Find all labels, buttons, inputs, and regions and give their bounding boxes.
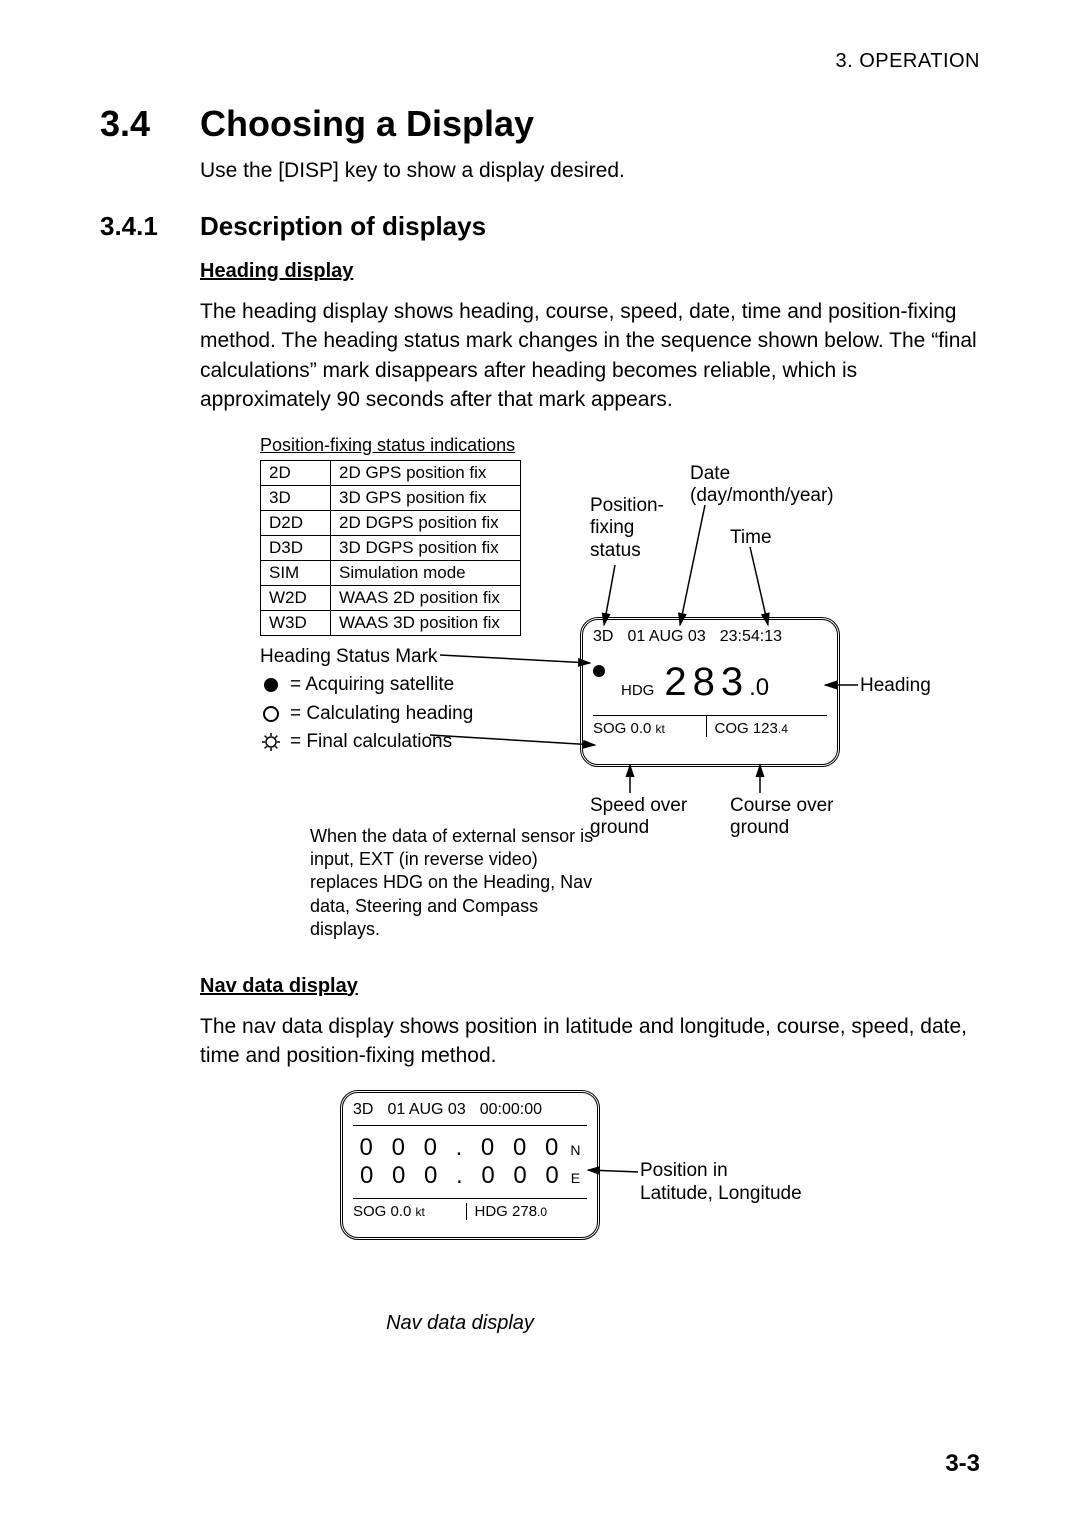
hdg-dec: .0	[749, 674, 769, 701]
heading-display-para: The heading display shows heading, cours…	[200, 297, 980, 415]
status-code: W3D	[261, 610, 331, 635]
hdg-value: 283	[664, 660, 749, 704]
nav-display-figure: 3D 01 AUG 03 00:00:00 0 0 0 . 0 0 0 N 0 0…	[340, 1090, 980, 1300]
nav-hdg-label: HDG	[475, 1203, 508, 1220]
legend-item: = Final calculations	[260, 728, 473, 757]
table-row: 2D2D GPS position fix	[261, 460, 521, 485]
status-code: 2D	[261, 460, 331, 485]
nav-hdg-value: 278	[512, 1203, 537, 1220]
lon-hem: E	[571, 1170, 580, 1186]
nav-display-para: The nav data display shows position in l…	[200, 1012, 980, 1071]
cog-dec: .4	[778, 722, 788, 736]
status-desc: 3D GPS position fix	[331, 485, 521, 510]
status-desc: 2D DGPS position fix	[331, 510, 521, 535]
status-desc: WAAS 2D position fix	[331, 585, 521, 610]
subsection-heading: 3.4.1 Description of displays	[100, 211, 980, 242]
sun-circle-icon	[260, 732, 282, 752]
section-number: 3.4	[100, 103, 200, 145]
subsection-title: Description of displays	[200, 211, 486, 242]
callout-heading: Heading	[860, 675, 931, 698]
filled-circle-icon	[260, 676, 282, 694]
sog-label: SOG	[593, 720, 626, 737]
table-row: 3D3D GPS position fix	[261, 485, 521, 510]
ext-note: When the data of external sensor is inpu…	[310, 825, 610, 942]
nav-display-device: 3D 01 AUG 03 00:00:00 0 0 0 . 0 0 0 N 0 0…	[340, 1090, 600, 1240]
nav-sog-value: 0.0	[391, 1203, 412, 1220]
callout-cog: Course over ground	[730, 795, 834, 841]
nav-time: 00:00:00	[480, 1101, 542, 1119]
legend-item: = Acquiring satellite	[260, 671, 473, 700]
open-circle-icon	[260, 705, 282, 723]
subsection-number: 3.4.1	[100, 211, 200, 242]
status-desc: WAAS 3D position fix	[331, 610, 521, 635]
status-code: SIM	[261, 560, 331, 585]
status-dot-icon	[593, 665, 605, 677]
section-heading: 3.4 Choosing a Display	[100, 103, 980, 145]
cog-label: COG	[715, 720, 749, 737]
nav-display-caption: Nav data display	[200, 1312, 720, 1335]
device-fix: 3D	[593, 628, 613, 646]
heading-display-figure: Position-fixing status indications 2D2D …	[260, 435, 980, 955]
table-row: D3D3D DGPS position fix	[261, 535, 521, 560]
callout-date: Date (day/month/year)	[690, 463, 834, 509]
status-desc: 2D GPS position fix	[331, 460, 521, 485]
status-desc: 3D DGPS position fix	[331, 535, 521, 560]
heading-display-device: 3D 01 AUG 03 23:54:13 HDG 283.0 SOG 0.0 …	[580, 617, 840, 767]
status-desc: Simulation mode	[331, 560, 521, 585]
nav-fix: 3D	[353, 1101, 373, 1119]
table-row: SIMSimulation mode	[261, 560, 521, 585]
table-row: D2D2D DGPS position fix	[261, 510, 521, 535]
lon-value: 0 0 0 . 0 0 0	[360, 1162, 565, 1189]
legend-text: = Acquiring satellite	[290, 671, 454, 700]
nav-hdg-dec: .0	[537, 1205, 547, 1219]
legend-item: = Calculating heading	[260, 700, 473, 729]
legend-title: Heading Status Mark	[260, 643, 473, 672]
lat-value: 0 0 0 . 0 0 0	[360, 1134, 565, 1161]
status-table: 2D2D GPS position fix3D3D GPS position f…	[260, 460, 521, 636]
legend-text: = Calculating heading	[290, 700, 473, 729]
hdg-label: HDG	[621, 682, 654, 699]
status-code: W2D	[261, 585, 331, 610]
callout-position: Position in Latitude, Longitude	[640, 1160, 802, 1206]
nav-sog-unit: kt	[416, 1205, 425, 1219]
nav-display-title: Nav data display	[200, 975, 980, 998]
page: 3. OPERATION 3.4 Choosing a Display Use …	[0, 0, 1080, 1528]
callout-sog: Speed over ground	[590, 795, 687, 841]
device-time: 23:54:13	[720, 628, 782, 646]
sog-value: 0.0	[631, 720, 652, 737]
nav-date: 01 AUG 03	[387, 1101, 465, 1119]
table-row: W3DWAAS 3D position fix	[261, 610, 521, 635]
status-code: D2D	[261, 510, 331, 535]
section-title: Choosing a Display	[200, 103, 534, 145]
legend-text: = Final calculations	[290, 728, 452, 757]
callout-pos-fix: Position- fixing status	[590, 495, 664, 563]
status-table-caption: Position-fixing status indications	[260, 435, 980, 456]
heading-display-title: Heading display	[200, 260, 980, 283]
device-date: 01 AUG 03	[627, 628, 705, 646]
table-row: W2DWAAS 2D position fix	[261, 585, 521, 610]
sog-unit: kt	[656, 722, 665, 736]
nav-sog-label: SOG	[353, 1203, 386, 1220]
status-code: 3D	[261, 485, 331, 510]
lat-hem: N	[570, 1142, 580, 1158]
callout-time: Time	[730, 527, 772, 550]
status-code: D3D	[261, 535, 331, 560]
chapter-label: 3. OPERATION	[100, 50, 980, 73]
page-number: 3-3	[945, 1450, 980, 1478]
section-intro: Use the [DISP] key to show a display des…	[200, 159, 980, 183]
status-mark-legend: Heading Status Mark = Acquiring satellit…	[260, 643, 473, 757]
cog-value: 123	[753, 720, 778, 737]
